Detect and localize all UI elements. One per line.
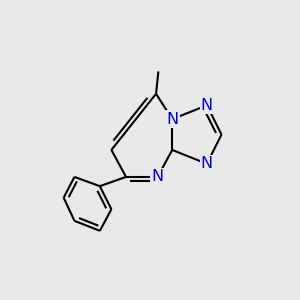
Text: N: N (152, 169, 164, 184)
Text: N: N (201, 98, 213, 113)
Text: N: N (201, 156, 213, 171)
Text: N: N (166, 112, 178, 127)
